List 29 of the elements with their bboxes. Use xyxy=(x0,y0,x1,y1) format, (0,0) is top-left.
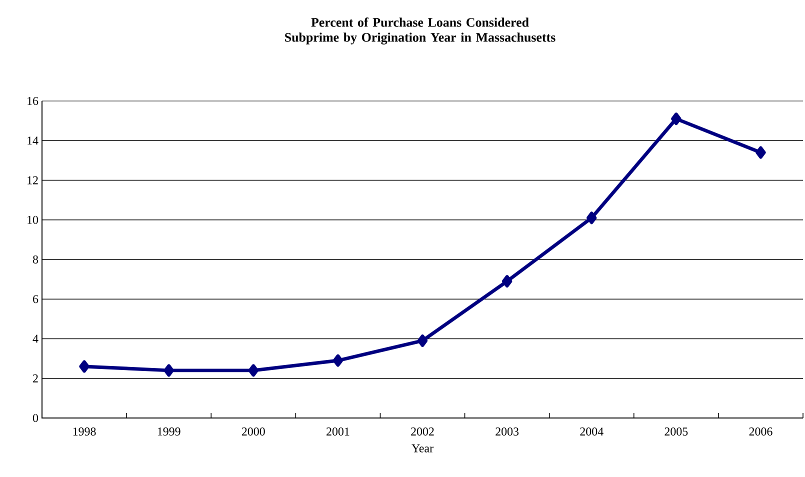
x-tick-label: 2003 xyxy=(496,428,519,436)
point xyxy=(248,364,259,377)
point xyxy=(79,360,90,373)
point xyxy=(332,354,344,367)
y-tick-label: 10 xyxy=(28,216,38,224)
x-tick-label: 2000 xyxy=(242,428,265,436)
x-tick-label: 2001 xyxy=(326,428,350,436)
y-tick-label: 16 xyxy=(28,96,38,105)
y-tick-label: 6 xyxy=(33,295,38,304)
x-axis-title: Year xyxy=(412,444,434,452)
point xyxy=(756,146,766,159)
point xyxy=(586,212,597,224)
y-tick-label: 4 xyxy=(32,334,38,343)
point xyxy=(502,275,512,288)
point xyxy=(671,112,682,126)
x-tick-label: 1999 xyxy=(158,428,180,436)
x-tick-label: 2004 xyxy=(580,428,604,436)
y-tick-label: 8 xyxy=(32,255,38,264)
point xyxy=(164,364,174,377)
point xyxy=(417,334,428,347)
y-tick-label: 14 xyxy=(28,136,38,145)
x-tick-label: 2005 xyxy=(664,428,688,436)
chart-title: Percent of Purchase Loans Considered Subprime by Origination Year in Massachusetts xyxy=(285,18,556,44)
x-tick-label: 1998 xyxy=(73,428,96,436)
y-tick-label: 12 xyxy=(28,176,38,184)
x-tick-label: 2006 xyxy=(749,428,772,436)
y-tick-label: 2 xyxy=(33,374,38,382)
y-tick-label: 0 xyxy=(32,414,38,422)
x-tick-label: 2002 xyxy=(411,428,434,436)
